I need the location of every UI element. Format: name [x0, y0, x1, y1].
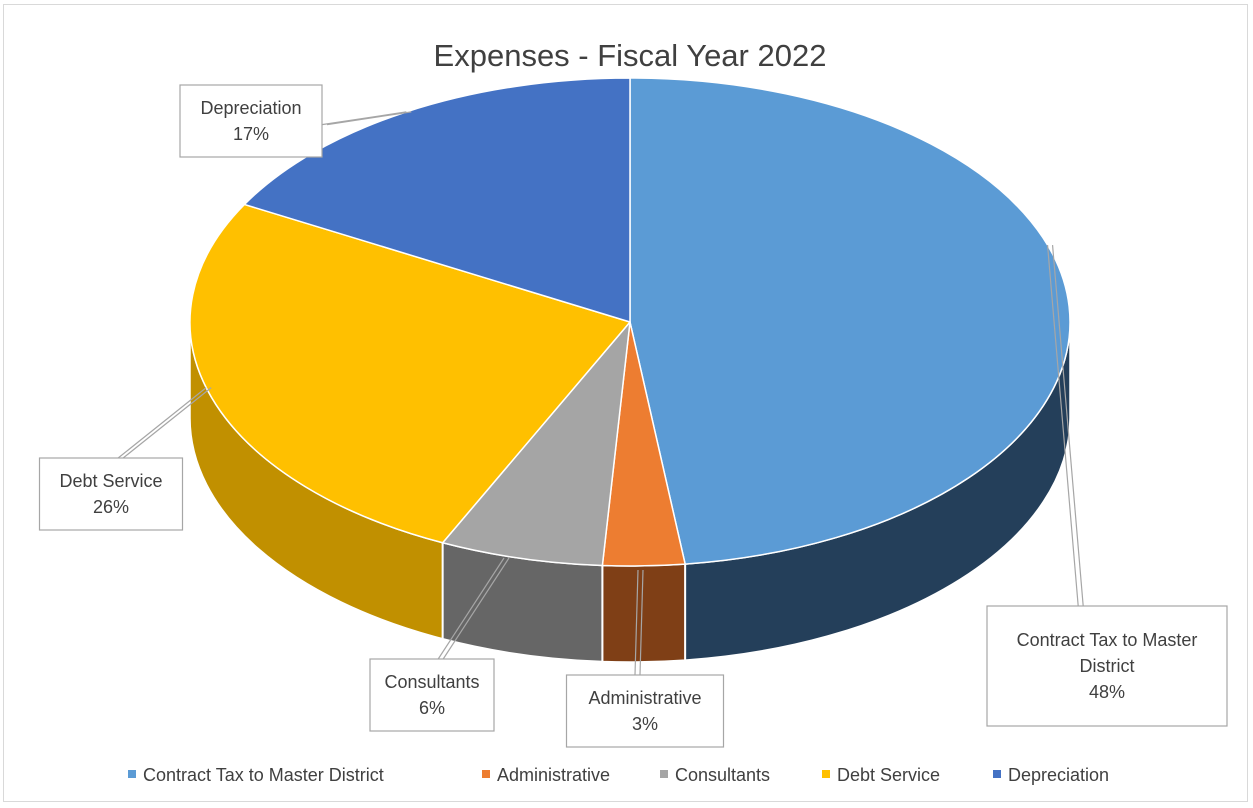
legend-item-depreciation: Depreciation: [993, 765, 1109, 785]
data-label-category: Contract Tax to Master: [1017, 630, 1198, 650]
data-label-percent: 3%: [632, 714, 658, 734]
legend-swatch: [660, 770, 668, 778]
data-label-consultants: Consultants 6%: [369, 557, 510, 732]
data-label-category: Consultants: [384, 672, 479, 692]
legend-label: Consultants: [675, 765, 770, 785]
data-label-percent: 6%: [419, 698, 445, 718]
legend-item-contract-tax-to-master-district: Contract Tax to Master District: [128, 765, 384, 785]
legend-item-consultants: Consultants: [660, 765, 770, 785]
pie-sides: [189, 321, 1071, 663]
slice-contract-tax-to-master-district: [629, 77, 1071, 565]
data-label-percent: 17%: [233, 124, 269, 144]
legend-swatch: [128, 770, 136, 778]
leader-line: [122, 387, 212, 459]
legend-label: Debt Service: [837, 765, 940, 785]
data-label-category: Debt Service: [59, 471, 162, 491]
data-label-box: [38, 457, 184, 531]
legend-label: Contract Tax to Master District: [143, 765, 384, 785]
legend-swatch: [993, 770, 1001, 778]
legend-swatch: [482, 770, 490, 778]
legend: Contract Tax to Master District Administr…: [128, 765, 1109, 785]
leader-line: [634, 569, 639, 676]
leader-line: [442, 557, 510, 660]
pie-slices: [189, 77, 1071, 567]
data-label-box: [986, 605, 1228, 727]
legend-item-administrative: Administrative: [482, 765, 610, 785]
leader-line: [437, 557, 505, 660]
data-label-box: [565, 674, 725, 748]
leader-line: [1051, 245, 1084, 607]
data-label-debt-service: Debt Service 26%: [38, 387, 212, 531]
data-label-box: [369, 658, 495, 732]
slice-side-1: [601, 563, 686, 663]
legend-label: Administrative: [497, 765, 610, 785]
data-label-category: Depreciation: [200, 98, 301, 118]
data-label-contract-tax-to-master-district: Contract Tax to Master District 48%: [986, 245, 1228, 727]
data-label-depreciation: Depreciation 17%: [179, 84, 412, 158]
leader-line: [639, 569, 644, 676]
leader-line: [1046, 245, 1079, 607]
data-label-box: [179, 84, 323, 158]
legend-label: Depreciation: [1008, 765, 1109, 785]
data-label-category: Administrative: [588, 688, 701, 708]
data-label-percent: 48%: [1089, 682, 1125, 702]
legend-swatch: [822, 770, 830, 778]
slice-consultants: [441, 321, 631, 567]
legend-item-debt-service: Debt Service: [822, 765, 940, 785]
chart-title: Expenses - Fiscal Year 2022: [434, 38, 827, 73]
data-label-percent: 26%: [93, 497, 129, 517]
data-label-category: District: [1080, 656, 1135, 676]
leader-line: [117, 387, 207, 459]
data-labels: Contract Tax to Master District 48% Adminis…: [38, 84, 1228, 748]
leader-line: [326, 111, 412, 126]
data-label-administrative: Administrative 3%: [565, 569, 725, 748]
leader-line: [321, 111, 407, 126]
